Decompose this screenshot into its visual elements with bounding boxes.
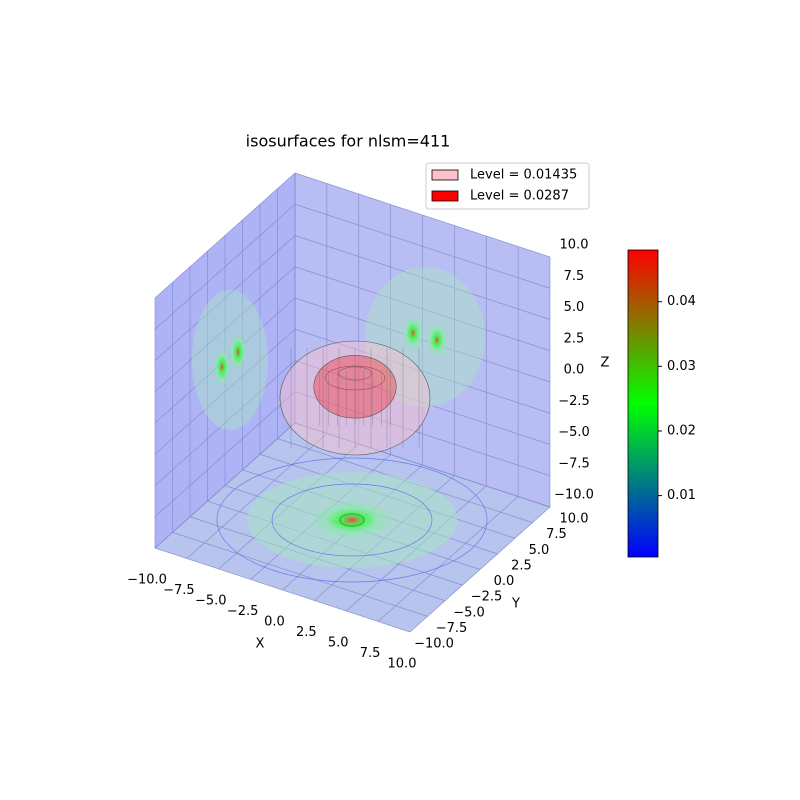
grid-line	[294, 235, 551, 320]
isosurfaces	[279, 340, 431, 456]
grid-line	[154, 266, 296, 393]
x-axis-label: X	[256, 637, 265, 652]
grid-line	[154, 328, 296, 455]
y-tick-label: −10.0	[414, 637, 454, 652]
x-tick-label: 0.0	[264, 615, 285, 630]
x-tick-label: −2.5	[227, 604, 259, 619]
y-axis-label: Y	[511, 597, 520, 612]
z-tick-label: −10.0	[554, 488, 594, 503]
y-tick-label: −5.0	[453, 605, 485, 620]
grid-line	[154, 391, 296, 518]
x-tick-label: −7.5	[163, 583, 195, 598]
x-tick-label: 2.5	[296, 625, 317, 640]
x-tick-label: 10.0	[388, 657, 417, 672]
y-tick-label: 0.0	[494, 574, 515, 589]
z-tick-label: −5.0	[558, 425, 590, 440]
z-tick-label: 7.5	[564, 269, 585, 284]
grid-line	[154, 235, 296, 361]
legend	[425, 162, 590, 210]
x-tick-label: −10.0	[127, 573, 167, 588]
grid-line	[294, 266, 551, 352]
grid-line	[154, 547, 411, 633]
grid-line	[154, 422, 296, 549]
z-tick-label: 10.0	[560, 238, 589, 253]
colorbar-tick-label: 0.03	[667, 359, 696, 374]
isosurface	[313, 355, 397, 426]
y-tick-label: 2.5	[511, 558, 532, 573]
legend-swatch	[431, 190, 459, 202]
y-tick-label: −2.5	[471, 590, 503, 605]
z-tick-label: 0.0	[564, 363, 585, 378]
grid-line	[154, 172, 296, 299]
z-tick-label: 2.5	[564, 331, 585, 346]
grid-line	[294, 328, 551, 414]
colorbar-tick-label: 0.02	[667, 423, 696, 438]
grid-line	[154, 203, 296, 330]
x-tick-label: −5.0	[195, 594, 227, 609]
chart-title: isosurfaces for nlsm=411	[246, 132, 451, 151]
colorbar-tick-label: 0.01	[667, 488, 696, 503]
x-tick-label: 7.5	[360, 646, 381, 661]
z-tick-label: 5.0	[564, 300, 585, 315]
legend-label: Level = 0.0287	[470, 189, 569, 204]
x-tick-label: 5.0	[328, 636, 349, 651]
z-tick-label: −7.5	[558, 456, 590, 471]
grid-line	[154, 360, 296, 486]
axes-3d	[154, 172, 551, 633]
grid-line	[294, 203, 551, 289]
colorbar-tick-label: 0.04	[667, 294, 696, 309]
y-tick-label: 5.0	[529, 543, 550, 558]
grid-line	[294, 422, 551, 508]
z-tick-label: −2.5	[558, 394, 590, 409]
y-tick-label: −7.5	[436, 621, 468, 636]
contour-decoration	[192, 267, 488, 583]
z-axis-label: Z	[601, 356, 610, 371]
grid-line	[294, 172, 551, 258]
y-tick-label: 7.5	[546, 527, 567, 542]
grid-line	[172, 532, 428, 617]
colorbar	[627, 249, 659, 558]
y-tick-label: 10.0	[560, 512, 589, 527]
legend-swatch	[431, 169, 459, 181]
legend-label: Level = 0.01435	[470, 168, 577, 183]
